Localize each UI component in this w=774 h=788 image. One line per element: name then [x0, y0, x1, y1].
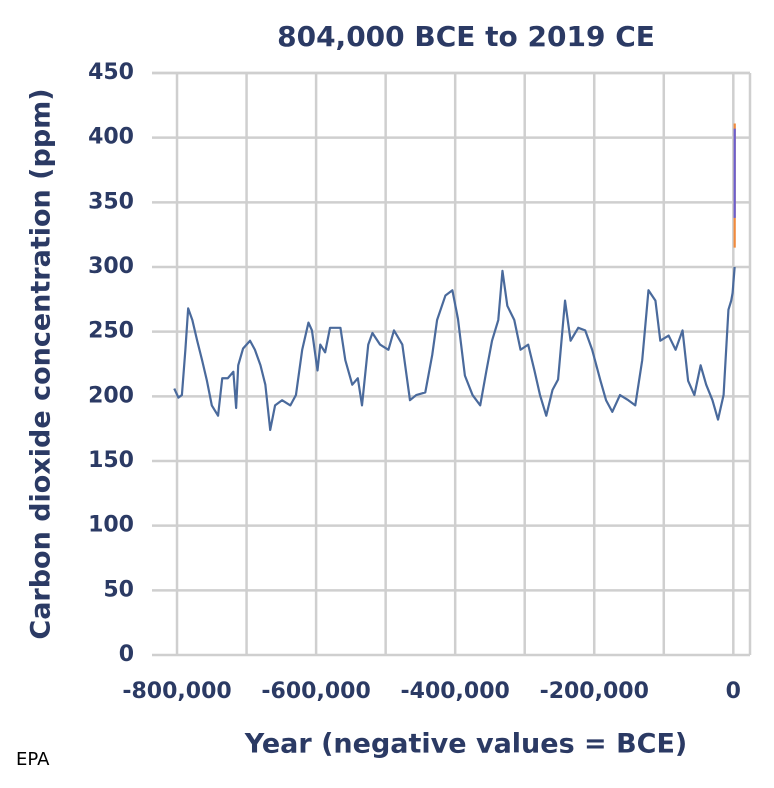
x-tick-label: -600,000: [261, 679, 370, 704]
y-tick-label: 150: [88, 448, 134, 473]
chart-title: 804,000 BCE to 2019 CE: [277, 20, 655, 53]
y-tick-label: 450: [88, 60, 134, 85]
y-tick-label: 50: [103, 577, 134, 602]
x-tick-label: -400,000: [401, 679, 510, 704]
y-tick-label: 200: [88, 383, 134, 408]
x-axis-label: Year (negative values = BCE): [244, 729, 688, 760]
x-tick-label: -200,000: [540, 679, 649, 704]
y-tick-label: 400: [88, 125, 134, 150]
y-tick-label: 300: [88, 254, 134, 279]
x-tick-label: -800,000: [122, 679, 231, 704]
y-axis-label: Carbon dioxide concentration (ppm): [26, 88, 57, 639]
y-tick-label: 250: [88, 319, 134, 344]
y-tick-label: 350: [88, 189, 134, 214]
y-tick-label: 100: [88, 513, 134, 538]
source: EPA: [16, 749, 50, 770]
x-tick-label: 0: [726, 679, 741, 704]
y-tick-label: 0: [119, 642, 134, 667]
data-line: [173, 266, 736, 432]
